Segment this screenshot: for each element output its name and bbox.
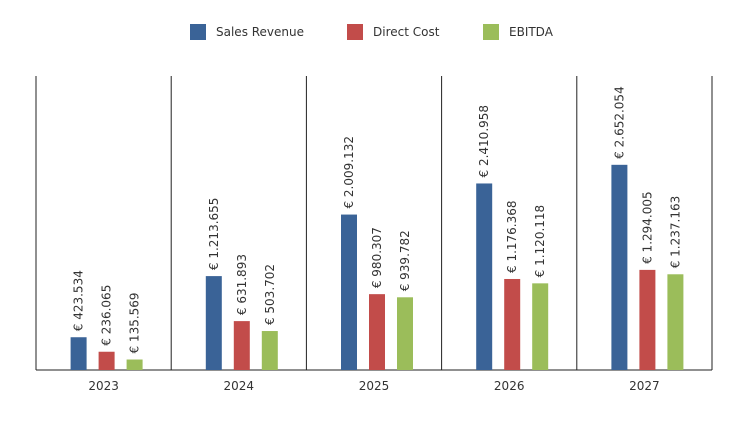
x-tick-label: 2024 (224, 379, 255, 393)
data-label: € 2.410.958 (477, 105, 491, 178)
x-tick-label: 2027 (629, 379, 660, 393)
bar (532, 283, 549, 370)
data-label: € 2.009.132 (342, 136, 356, 209)
legend-swatch-ebitda (483, 24, 499, 40)
legend-item-direct-cost: Direct Cost (347, 22, 439, 42)
data-label: € 631.893 (235, 254, 249, 315)
data-label: € 503.702 (263, 264, 277, 325)
bar (233, 321, 250, 370)
data-label: € 423.534 (72, 270, 86, 331)
data-label: € 135.569 (128, 292, 142, 353)
data-label: € 1.176.368 (505, 200, 519, 273)
data-label: € 939.782 (398, 230, 412, 291)
legend-swatch-direct-cost (347, 24, 363, 40)
x-tick-label: 2026 (494, 379, 525, 393)
bar (126, 359, 143, 370)
legend: Sales Revenue Direct Cost EBITDA (0, 22, 750, 42)
legend-label-ebitda: EBITDA (509, 25, 553, 39)
legend-swatch-sales-revenue (190, 24, 206, 40)
legend-label-sales-revenue: Sales Revenue (216, 25, 305, 39)
bar (476, 183, 493, 370)
legend-item-sales-revenue: Sales Revenue (190, 22, 304, 42)
bar (397, 297, 413, 370)
x-tick-label: 2023 (88, 379, 119, 393)
bar (70, 337, 87, 370)
data-label: € 1.120.118 (533, 205, 547, 278)
data-label: € 1.213.655 (207, 198, 221, 271)
bar (611, 164, 628, 370)
bar (639, 269, 656, 370)
bar (667, 274, 684, 370)
data-label: € 236.065 (100, 285, 114, 346)
bar (261, 331, 278, 370)
bar (341, 214, 357, 370)
legend-label-direct-cost: Direct Cost (373, 25, 440, 39)
bar (504, 278, 521, 370)
bar (369, 294, 385, 370)
data-label: € 1.294.005 (640, 191, 654, 264)
bar (205, 276, 222, 370)
legend-item-ebitda: EBITDA (483, 22, 553, 42)
data-label: € 2.652.054 (612, 86, 626, 159)
data-label: € 980.307 (370, 227, 384, 288)
data-label: € 1.237.163 (668, 196, 682, 269)
x-tick-label: 2025 (359, 379, 390, 393)
bar (98, 351, 115, 370)
